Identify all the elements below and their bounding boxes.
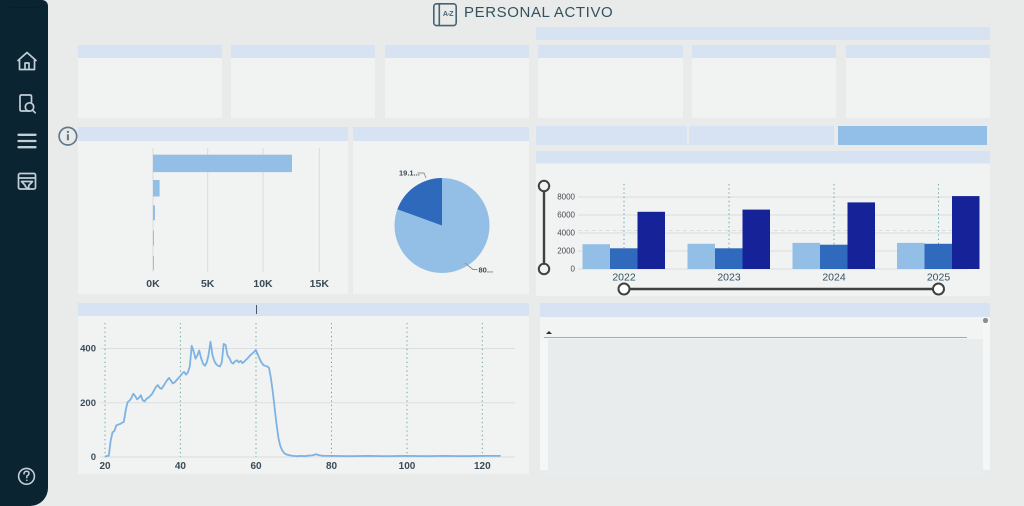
svg-text:6000: 6000 [557,211,575,220]
svg-text:120: 120 [474,461,491,472]
svg-text:2000: 2000 [557,247,575,256]
svg-text:15K: 15K [310,278,330,290]
svg-text:8000: 8000 [557,193,575,202]
svg-text:60: 60 [250,461,262,472]
svg-text:A-Z: A-Z [443,11,454,18]
svg-text:5K: 5K [201,278,215,290]
svg-text:80: 80 [326,461,338,472]
svg-text:19.1...: 19.1... [399,168,420,177]
svg-text:4000: 4000 [557,229,575,238]
svg-text:200: 200 [80,398,96,409]
svg-text:10K: 10K [253,278,273,290]
svg-text:2024: 2024 [822,272,846,284]
svg-text:100: 100 [399,461,416,472]
svg-text:0: 0 [91,452,96,463]
svg-text:40: 40 [175,461,187,472]
svg-text:400: 400 [80,344,96,355]
svg-text:2023: 2023 [717,272,741,284]
svg-text:80...: 80... [479,265,494,274]
svg-text:2022: 2022 [612,272,636,284]
svg-text:2025: 2025 [927,272,951,284]
svg-text:0: 0 [571,265,576,274]
svg-text:0K: 0K [146,278,160,290]
svg-text:20: 20 [99,461,111,472]
